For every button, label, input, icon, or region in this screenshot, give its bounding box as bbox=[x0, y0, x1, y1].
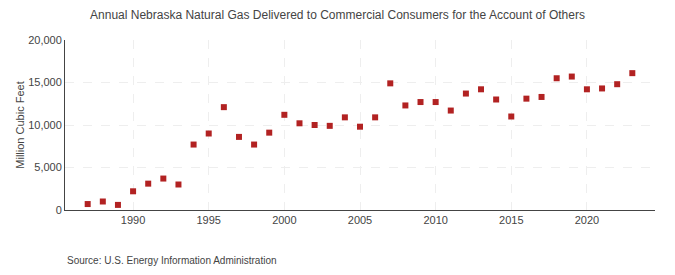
svg-text:2020: 2020 bbox=[575, 214, 599, 226]
svg-text:2000: 2000 bbox=[272, 214, 296, 226]
svg-text:5,000: 5,000 bbox=[34, 161, 62, 173]
svg-text:2015: 2015 bbox=[499, 214, 523, 226]
svg-text:1995: 1995 bbox=[196, 214, 220, 226]
svg-text:Annual Nebraska Natural Gas De: Annual Nebraska Natural Gas Delivered to… bbox=[90, 8, 585, 22]
svg-text:Million Cubic Feet: Million Cubic Feet bbox=[14, 81, 26, 168]
svg-text:15,000: 15,000 bbox=[28, 76, 62, 88]
svg-text:2005: 2005 bbox=[348, 214, 372, 226]
svg-text:Source: U.S. Energy Informatio: Source: U.S. Energy Information Administ… bbox=[67, 255, 277, 266]
svg-text:2010: 2010 bbox=[423, 214, 447, 226]
svg-text:1990: 1990 bbox=[121, 214, 145, 226]
svg-text:10,000: 10,000 bbox=[28, 119, 62, 131]
svg-text:20,000: 20,000 bbox=[28, 34, 62, 46]
svg-text:0: 0 bbox=[56, 204, 62, 216]
